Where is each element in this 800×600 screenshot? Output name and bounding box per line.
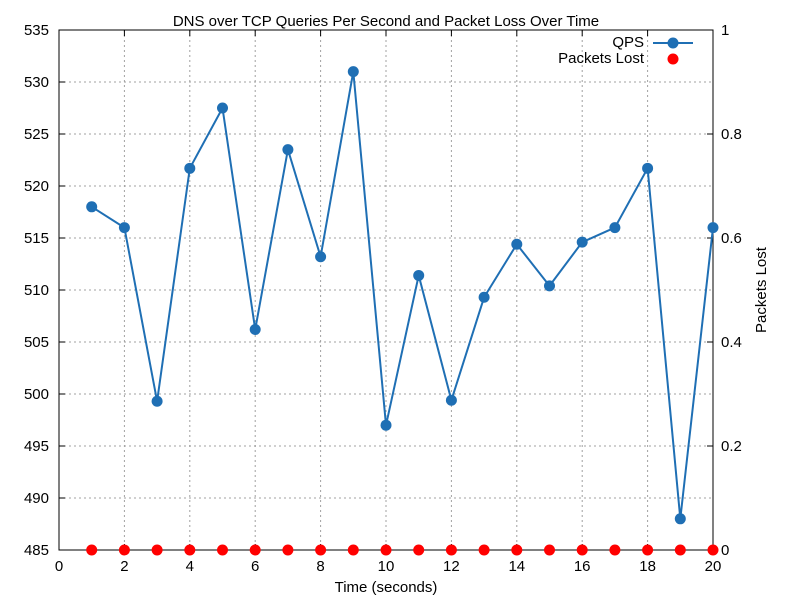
y2-axis-label: Packets Lost xyxy=(753,246,770,333)
data-point-packets-lost xyxy=(445,544,457,556)
data-point-qps xyxy=(217,102,228,114)
data-point-packets-lost xyxy=(642,544,654,556)
y-tick-label: 495 xyxy=(24,438,49,455)
data-point-packets-lost xyxy=(674,544,686,556)
legend-marker-qps xyxy=(667,37,679,49)
x-tick-label: 14 xyxy=(508,558,525,575)
x-tick-label: 2 xyxy=(120,558,128,575)
y-tick-label: 490 xyxy=(24,490,49,507)
data-point-packets-lost xyxy=(413,544,425,556)
y2-tick-label: 0.4 xyxy=(721,334,742,351)
y-tick-label: 535 xyxy=(24,22,49,39)
x-axis-label: Time (seconds) xyxy=(335,579,438,596)
series-line-qps xyxy=(91,71,714,519)
x-tick-label: 12 xyxy=(443,558,460,575)
data-point-qps xyxy=(151,395,163,407)
data-point-qps xyxy=(380,419,392,431)
chart-title: DNS over TCP Queries Per Second and Pack… xyxy=(173,13,599,30)
legend-marker-packets-lost xyxy=(667,53,679,65)
x-tick-label: 8 xyxy=(316,558,324,575)
series-layer xyxy=(86,66,719,556)
data-point-qps xyxy=(249,324,261,336)
y-tick-label: 485 xyxy=(24,542,49,559)
y2-tick-label: 0 xyxy=(721,542,729,559)
x-tick-label: 16 xyxy=(574,558,591,575)
y2-tick-label: 0.6 xyxy=(721,230,742,247)
legend-label-qps: QPS xyxy=(612,34,644,51)
y-tick-label: 500 xyxy=(24,386,49,403)
data-point-qps xyxy=(642,162,654,174)
data-point-qps xyxy=(445,394,457,406)
y-tick-label: 525 xyxy=(24,126,49,143)
data-point-qps xyxy=(609,222,621,234)
data-point-packets-lost xyxy=(315,544,327,556)
y-axis-tick-labels: 485 490 495 500 505 510 515 520 525 530 535 xyxy=(24,22,49,559)
data-point-qps xyxy=(282,144,294,156)
x-tick-label: 20 xyxy=(705,558,722,575)
data-point-packets-lost xyxy=(478,544,490,556)
data-point-packets-lost xyxy=(86,544,98,556)
data-point-packets-lost xyxy=(576,544,588,556)
y2-tick-label: 0.2 xyxy=(721,438,742,455)
data-point-packets-lost xyxy=(217,544,228,556)
data-point-packets-lost xyxy=(707,544,719,556)
legend: QPS Packets Lost xyxy=(558,34,693,67)
x-tick-label: 18 xyxy=(639,558,656,575)
y2-tick-label: 1 xyxy=(721,22,729,39)
data-point-qps xyxy=(315,251,327,263)
y-tick-label: 520 xyxy=(24,178,49,195)
data-point-qps xyxy=(707,222,719,234)
data-point-qps xyxy=(413,269,425,281)
data-point-packets-lost xyxy=(249,544,261,556)
grid xyxy=(59,30,713,550)
x-tick-label: 6 xyxy=(251,558,259,575)
data-point-packets-lost xyxy=(544,544,555,556)
data-point-qps xyxy=(511,238,523,250)
data-point-packets-lost xyxy=(609,544,621,556)
data-point-qps xyxy=(86,201,98,213)
x-tick-label: 4 xyxy=(186,558,194,575)
data-point-packets-lost xyxy=(151,544,163,556)
data-point-packets-lost xyxy=(118,544,130,556)
y2-axis-tick-labels: 0 0.2 0.4 0.6 0.8 1 xyxy=(721,22,742,559)
data-point-qps xyxy=(478,291,490,303)
x-tick-label: 10 xyxy=(378,558,395,575)
data-point-qps xyxy=(576,236,588,248)
y2-tick-label: 0.8 xyxy=(721,126,742,143)
data-point-qps xyxy=(544,280,555,292)
data-point-packets-lost xyxy=(184,544,196,556)
data-point-packets-lost xyxy=(511,544,523,556)
data-point-qps xyxy=(184,162,196,174)
data-point-packets-lost xyxy=(347,544,359,556)
data-point-qps xyxy=(347,66,359,78)
data-point-packets-lost xyxy=(380,544,392,556)
data-point-qps xyxy=(118,222,130,234)
x-axis-tick-labels: 0 2 4 6 8 10 12 14 16 18 20 xyxy=(55,558,722,575)
data-point-packets-lost xyxy=(282,544,294,556)
y-tick-label: 505 xyxy=(24,334,49,351)
x-tick-label: 0 xyxy=(55,558,63,575)
y-tick-label: 515 xyxy=(24,230,49,247)
y-tick-label: 510 xyxy=(24,282,49,299)
legend-label-packets-lost: Packets Lost xyxy=(558,50,645,67)
data-point-qps xyxy=(674,513,686,525)
y-tick-label: 530 xyxy=(24,74,49,91)
